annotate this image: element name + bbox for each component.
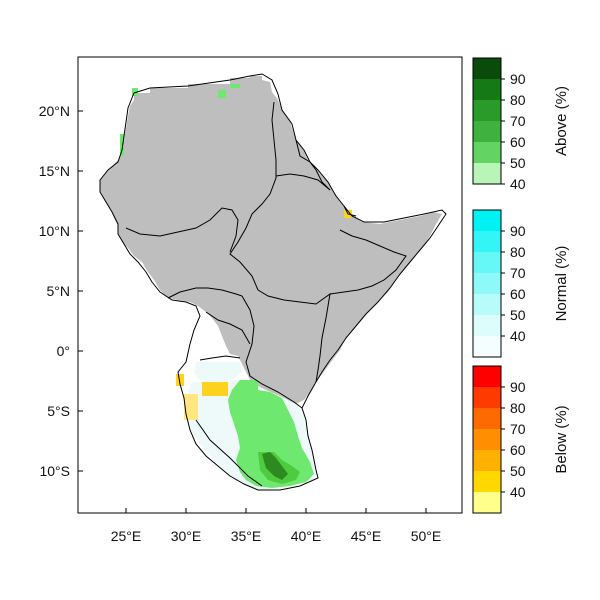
- y-tick-label: 20°N: [39, 103, 70, 119]
- colorbar-segment: [473, 231, 501, 252]
- above-green-blip-d: [230, 84, 240, 88]
- lake-victoria-region: [194, 362, 242, 382]
- y-tick-label: 0°: [57, 343, 70, 359]
- colorbar-segment: [473, 408, 501, 429]
- colorbar-3: 90 80 70 60 50 40 Below (%): [472, 365, 570, 514]
- above-green-blip-c: [218, 90, 226, 98]
- colorbar-segment: [473, 252, 501, 273]
- colorbars: 90 80 70 60 50 40 Above (%) 90 80 70 60 50 40 Normal …: [472, 57, 570, 514]
- x-tick-label: 40°E: [291, 528, 322, 544]
- colorbar-label: 40: [510, 176, 526, 192]
- colorbar-label: 50: [510, 307, 526, 323]
- colorbar-segment: [473, 429, 501, 450]
- colorbar-segment: [473, 163, 501, 184]
- x-tick-label: 30°E: [171, 528, 202, 544]
- colorbar-1: 90 80 70 60 50 40 Above (%): [472, 57, 570, 192]
- y-tick-label: 10°S: [39, 463, 70, 479]
- x-tick-label: 45°E: [351, 528, 382, 544]
- colorbar-segment: [473, 58, 501, 79]
- x-tick-label: 25°E: [111, 528, 142, 544]
- colorbar-label: 50: [510, 463, 526, 479]
- colorbar-segment: [473, 121, 501, 142]
- colorbar-label: 80: [510, 400, 526, 416]
- y-tick-label: 15°N: [39, 163, 70, 179]
- colorbar-label: 70: [510, 421, 526, 437]
- colorbar-label: 60: [510, 134, 526, 150]
- y-tick-label: 10°N: [39, 223, 70, 239]
- colorbar-label: 80: [510, 244, 526, 260]
- colorbar-label: 70: [510, 113, 526, 129]
- colorbar-segment: [473, 387, 501, 408]
- colorbar-outline: [472, 209, 502, 358]
- x-tick-label: 50°E: [411, 528, 442, 544]
- y-tick-label: 5°N: [47, 283, 71, 299]
- colorbar-segment: [473, 471, 501, 492]
- below-50-patch-a: [202, 382, 228, 396]
- above-50-region: [228, 380, 314, 488]
- colorbar-label: 50: [510, 155, 526, 171]
- x-tick-label: 35°E: [231, 528, 262, 544]
- colorbar-segment: [473, 79, 501, 100]
- colorbar-segment: [473, 492, 501, 513]
- colorbar-label: 40: [510, 484, 526, 500]
- below-40-patch-b: [184, 394, 198, 420]
- colorbar-segment: [473, 315, 501, 336]
- colorbar-segment: [473, 210, 501, 231]
- colorbar-label: 60: [510, 286, 526, 302]
- colorbar-2: 90 80 70 60 50 40 Normal (%): [472, 209, 570, 358]
- colorbar-label: 90: [510, 223, 526, 239]
- colorbar-label: 60: [510, 442, 526, 458]
- above-green-blip-a: [120, 134, 124, 156]
- no-signal-region: [100, 76, 442, 404]
- map-area: [99, 73, 447, 491]
- colorbar-segment: [473, 366, 501, 387]
- colorbar-label: 70: [510, 265, 526, 281]
- colorbar-label: 90: [510, 379, 526, 395]
- colorbar-segment: [473, 294, 501, 315]
- colorbar-segment: [473, 273, 501, 294]
- colorbar-segment: [473, 336, 501, 357]
- x-axis: 25°E 30°E 35°E 40°E 45°E 50°E: [111, 508, 442, 544]
- colorbar-label: 40: [510, 328, 526, 344]
- colorbar-title: Below (%): [553, 405, 570, 473]
- colorbar-title: Normal (%): [553, 246, 570, 322]
- colorbar-segment: [473, 450, 501, 471]
- colorbar-label: 90: [510, 71, 526, 87]
- colorbar-label: 80: [510, 92, 526, 108]
- y-tick-label: 5°S: [47, 403, 70, 419]
- colorbar-segment: [473, 100, 501, 121]
- above-80-region: [262, 452, 288, 480]
- above-green-blip-b: [132, 88, 138, 96]
- colorbar-segment: [473, 142, 501, 163]
- below-50-patch-c: [176, 374, 184, 386]
- y-axis: 20°N 15°N 10°N 5°N 0° 5°S 10°S: [39, 103, 83, 479]
- colorbar-outline: [472, 365, 502, 514]
- colorbar-title: Above (%): [553, 86, 570, 156]
- country-borders: [99, 73, 447, 491]
